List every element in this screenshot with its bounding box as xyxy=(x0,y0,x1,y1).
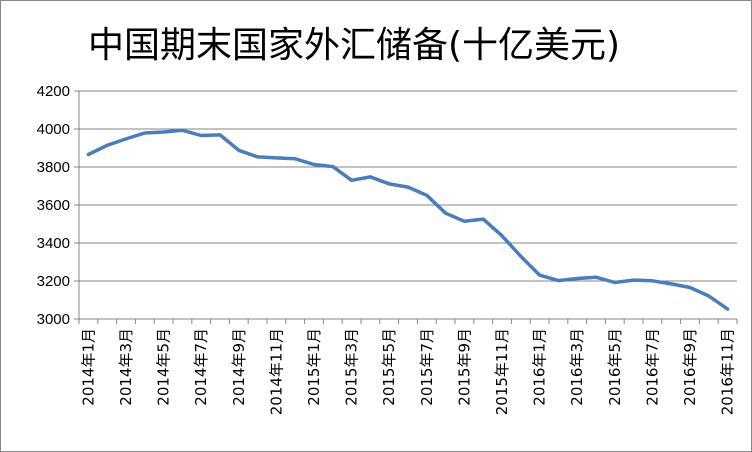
y-tick-label: 3000 xyxy=(37,311,70,328)
data-point xyxy=(387,182,391,186)
x-tick-label: 2015年5月 xyxy=(380,328,398,406)
data-point xyxy=(594,275,598,279)
data-point xyxy=(105,143,109,147)
data-point xyxy=(274,156,278,160)
data-point xyxy=(143,131,147,135)
data-point xyxy=(124,137,128,141)
gridlines xyxy=(79,90,737,282)
x-tick-label: 2014年1月 xyxy=(79,328,97,406)
y-tick-label: 3400 xyxy=(37,235,70,252)
data-point xyxy=(462,219,466,223)
data-point xyxy=(650,279,654,283)
x-tick-label: 2014年11月 xyxy=(267,328,285,415)
x-tick-label: 2014年9月 xyxy=(230,328,248,406)
data-point xyxy=(707,294,711,298)
x-tick-label: 2014年5月 xyxy=(155,328,173,406)
data-point xyxy=(726,307,730,311)
chart-title: 中国期末国家外汇储备(十亿美元) xyxy=(88,25,621,66)
data-point xyxy=(293,157,297,161)
data-point xyxy=(199,133,203,137)
data-point xyxy=(162,130,166,134)
data-point xyxy=(500,234,504,238)
x-tick-label: 2016年3月 xyxy=(568,328,586,406)
data-point xyxy=(368,175,372,179)
x-tick-label: 2015年3月 xyxy=(343,328,361,406)
data-point xyxy=(444,211,448,215)
data-point xyxy=(481,217,485,221)
data-point xyxy=(669,282,673,286)
data-point xyxy=(425,193,429,197)
data-point xyxy=(312,163,316,167)
data-point xyxy=(556,279,560,283)
x-tick-label: 2014年3月 xyxy=(117,328,135,406)
x-tick-label: 2014年7月 xyxy=(192,328,210,406)
y-axis-ticks: 3000 3200 3400 3600 3800 4000 4200 xyxy=(37,83,79,328)
data-point xyxy=(86,152,90,156)
data-point xyxy=(406,185,410,189)
data-point xyxy=(218,133,222,137)
data-point xyxy=(575,277,579,281)
x-tick-label: 2015年11月 xyxy=(493,328,511,415)
x-tick-label: 2016年5月 xyxy=(606,328,624,406)
x-tick-label: 2016年11月 xyxy=(719,328,737,415)
data-point xyxy=(519,254,523,258)
data-point xyxy=(613,281,617,285)
x-tick-label: 2015年9月 xyxy=(455,328,473,406)
y-tick-label: 3800 xyxy=(37,159,70,176)
y-tick-label: 3600 xyxy=(37,197,70,214)
data-point xyxy=(180,128,184,132)
x-tick-label: 2015年1月 xyxy=(305,328,323,406)
series-line xyxy=(86,128,730,311)
data-point xyxy=(331,165,335,169)
data-point xyxy=(237,148,241,152)
data-point xyxy=(632,278,636,282)
data-point xyxy=(538,273,542,277)
x-tick-label: 2016年7月 xyxy=(643,328,661,406)
series-group xyxy=(86,128,730,311)
x-tick-label: 2016年1月 xyxy=(531,328,549,406)
y-tick-label: 4200 xyxy=(37,83,70,100)
y-tick-label: 4000 xyxy=(37,121,70,138)
x-tick-label: 2015年7月 xyxy=(418,328,436,406)
x-tick-label: 2016年9月 xyxy=(681,328,699,406)
data-point xyxy=(256,155,260,159)
y-tick-label: 3200 xyxy=(37,273,70,290)
data-point xyxy=(350,178,354,182)
x-axis-ticks: 2014年1月 2014年3月 2014年5月 2014年7月 2014年9月 2014年… xyxy=(78,319,738,415)
data-point xyxy=(688,285,692,289)
